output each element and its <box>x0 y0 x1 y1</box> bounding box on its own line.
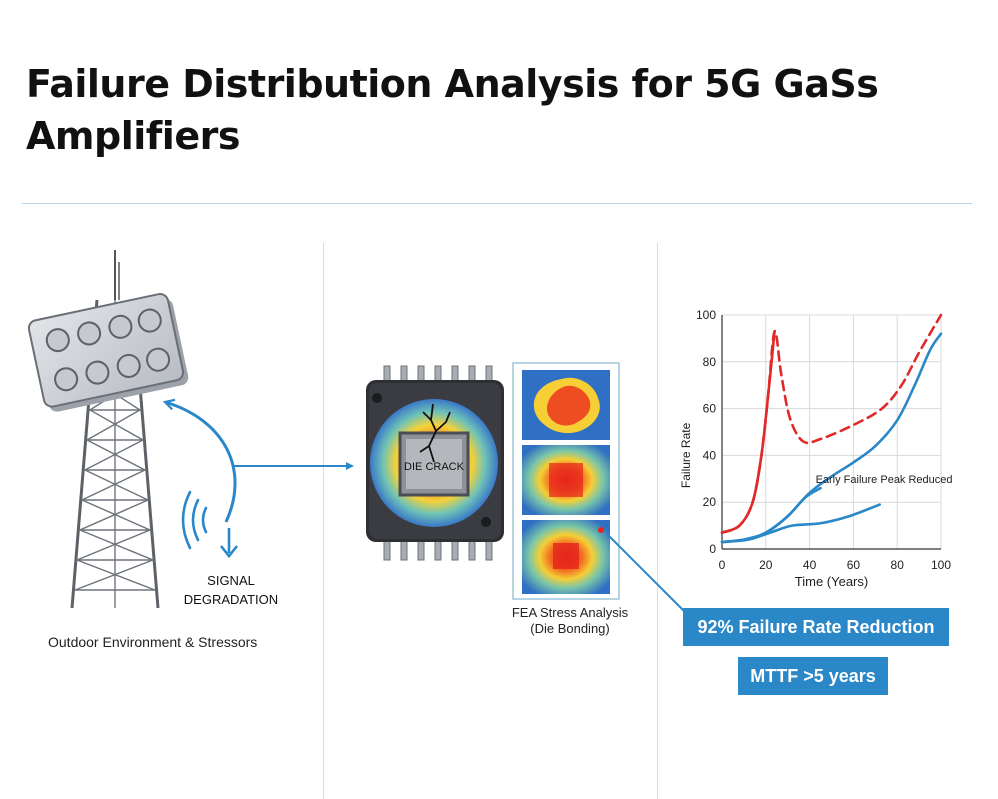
x-tick-label: 40 <box>803 558 817 572</box>
x-axis-label: Time (Years) <box>795 574 868 589</box>
fea-stress-maps <box>512 362 620 600</box>
y-tick-label: 80 <box>703 355 717 369</box>
x-tick-label: 60 <box>847 558 861 572</box>
cell-tower-illustration <box>27 250 189 609</box>
page-title: Failure Distribution Analysis for 5G GaS… <box>26 62 879 158</box>
series-line-0 <box>720 330 776 534</box>
panel-divider-left <box>323 243 324 799</box>
y-axis-label: Failure Rate <box>679 422 693 488</box>
failure-rate-chart: 0 20 40 60 80 100 0 20 40 60 80 100 Time (Years) Fail… <box>679 308 953 589</box>
chart-annotation: Early Failure Peak Reduced <box>816 474 953 486</box>
y-tick-label: 20 <box>703 495 717 509</box>
chip-package: DIE CRACK <box>366 365 504 561</box>
die-crack-label: DIE CRACK <box>404 461 465 473</box>
series-line-1 <box>720 313 943 534</box>
x-tick-label: 100 <box>931 558 951 572</box>
series-line-4 <box>720 332 943 544</box>
series-line-3 <box>720 503 881 544</box>
radio-wave-icon <box>181 490 208 550</box>
x-tick-label: 20 <box>759 558 773 572</box>
y-tick-label: 100 <box>696 308 716 322</box>
y-tick-label: 60 <box>703 402 717 416</box>
down-arrow-icon <box>219 528 239 559</box>
fea-caption: FEA Stress Analysis (Die Bonding) <box>511 605 629 636</box>
x-tick-label: 0 <box>719 558 726 572</box>
y-tick-label: 40 <box>703 448 717 462</box>
signal-degradation-label: SIGNAL DEGRADATION <box>183 573 279 607</box>
feedback-arrow <box>165 402 237 523</box>
callout-line <box>605 532 686 613</box>
mttf-badge: MTTF >5 years <box>738 657 888 695</box>
y-tick-label: 0 <box>709 542 716 556</box>
x-tick-label: 80 <box>891 558 905 572</box>
reduction-badge: 92% Failure Rate Reduction <box>683 608 949 646</box>
title-divider <box>22 203 972 204</box>
panel-divider-right <box>657 243 658 799</box>
environment-caption: Outdoor Environment & Stressors <box>48 634 258 650</box>
